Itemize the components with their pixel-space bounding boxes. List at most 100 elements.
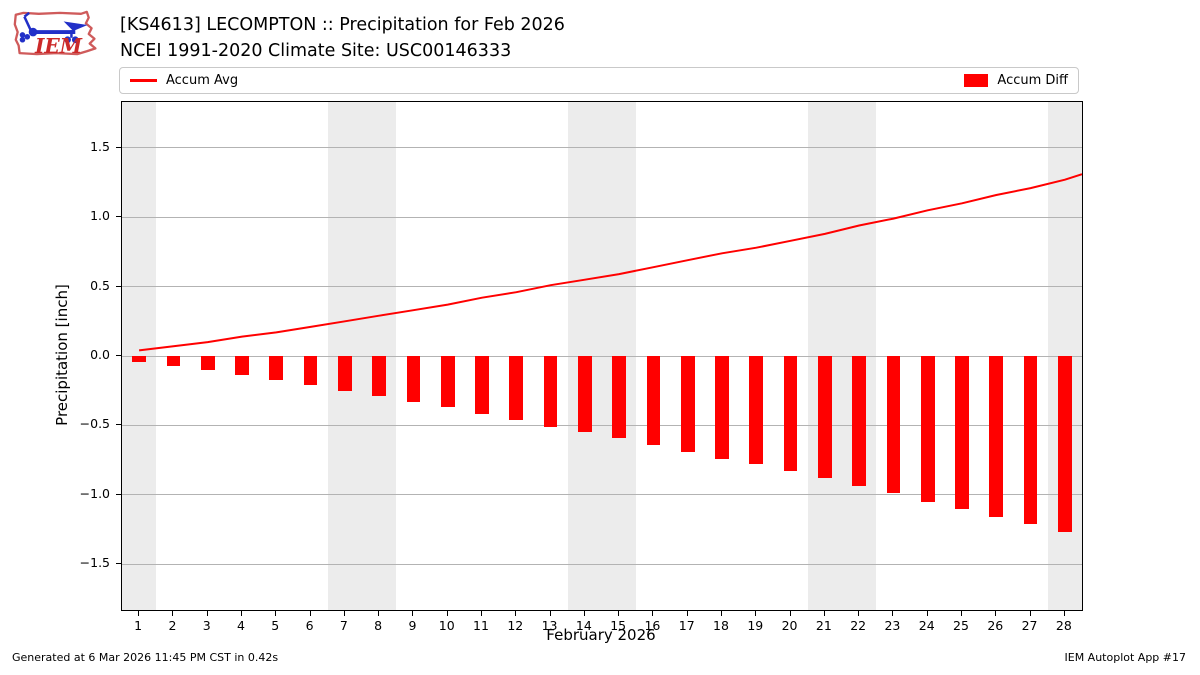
accum-diff-bar xyxy=(338,356,352,391)
accum-diff-bar xyxy=(303,356,318,386)
gridline xyxy=(122,216,1082,218)
y-tick-mark xyxy=(116,563,121,565)
x-tick-label: 12 xyxy=(507,618,524,633)
accum-diff-bar xyxy=(166,356,181,366)
x-tick-mark xyxy=(275,611,277,616)
x-tick-label: 26 xyxy=(987,618,1004,633)
accum-diff-bar xyxy=(543,356,558,427)
x-tick-mark xyxy=(583,611,585,616)
x-tick-mark xyxy=(686,611,688,616)
x-tick-label: 14 xyxy=(575,618,592,633)
legend: Accum Avg Accum Diff xyxy=(119,67,1079,94)
x-tick-mark xyxy=(412,611,414,616)
y-tick-label: 1.5 xyxy=(90,138,110,154)
accum-diff-bar xyxy=(372,356,386,397)
x-tick-mark xyxy=(241,611,242,616)
plot-area xyxy=(121,101,1083,611)
x-tick-label: 24 xyxy=(918,618,935,633)
x-tick-label: 13 xyxy=(541,618,558,633)
x-tick-mark xyxy=(721,611,722,616)
iem-logo-text: IEM xyxy=(34,34,83,58)
generated-timestamp: Generated at 6 Mar 2026 11:45 PM CST in … xyxy=(12,651,279,664)
x-tick-mark xyxy=(515,611,517,616)
x-tick-label: 9 xyxy=(408,618,417,633)
app-credit: IEM Autoplot App #17 xyxy=(1064,651,1187,664)
y-tick-mark xyxy=(116,216,121,218)
x-tick-label: 3 xyxy=(202,618,211,633)
accum-diff-bar xyxy=(955,356,969,509)
x-tick-mark xyxy=(172,611,174,616)
accum-diff-bar xyxy=(783,356,798,472)
gridline xyxy=(122,286,1082,288)
x-tick-label: 1 xyxy=(134,618,143,633)
x-tick-label: 11 xyxy=(473,618,489,633)
y-tick-mark xyxy=(116,424,121,426)
x-tick-mark xyxy=(481,611,482,616)
accum-diff-bar xyxy=(475,356,489,415)
x-tick-label: 16 xyxy=(644,618,661,633)
accum-diff-bar xyxy=(612,356,626,438)
accum-avg-line xyxy=(138,173,1082,352)
y-tick-mark xyxy=(116,146,121,148)
x-tick-label: 19 xyxy=(747,618,764,633)
gridline xyxy=(122,494,1082,496)
accum-diff-bar xyxy=(440,356,455,408)
legend-label-accum-diff: Accum Diff xyxy=(997,73,1068,88)
x-tick-label: 18 xyxy=(713,618,729,633)
accum-diff-bar xyxy=(989,356,1004,517)
x-tick-mark xyxy=(823,611,825,616)
y-tick-mark xyxy=(116,493,121,495)
x-tick-mark xyxy=(378,611,380,616)
x-tick-label: 20 xyxy=(781,618,798,633)
x-tick-mark xyxy=(789,611,791,616)
iem-logo: IEM xyxy=(13,10,97,58)
y-tick-label: −0.5 xyxy=(79,416,110,432)
x-tick-label: 5 xyxy=(271,618,280,633)
accum-diff-bar xyxy=(852,356,866,487)
accum-diff-bar xyxy=(1058,356,1072,533)
legend-item-accum-avg: Accum Avg xyxy=(130,73,238,88)
y-tick-label: −1.5 xyxy=(79,555,110,571)
x-tick-label: 17 xyxy=(678,618,695,633)
line-swatch xyxy=(130,79,157,82)
x-tick-label: 7 xyxy=(339,618,348,633)
patch-swatch xyxy=(964,74,989,87)
gridline xyxy=(122,355,1082,357)
x-tick-mark xyxy=(618,611,620,616)
accum-diff-bar xyxy=(132,356,146,362)
x-tick-mark xyxy=(343,611,345,616)
accum-diff-bar xyxy=(269,356,284,380)
x-tick-label: 22 xyxy=(850,618,867,633)
x-tick-mark xyxy=(309,611,311,616)
accum-diff-bar xyxy=(235,356,249,376)
x-tick-mark xyxy=(446,611,448,616)
x-tick-mark xyxy=(1063,611,1065,616)
anemometer-icon xyxy=(19,11,88,44)
accum-diff-bar xyxy=(646,356,661,445)
x-tick-label: 21 xyxy=(815,618,832,633)
x-tick-label: 28 xyxy=(1055,618,1072,633)
x-tick-label: 2 xyxy=(168,618,177,633)
x-tick-label: 4 xyxy=(237,618,245,633)
x-tick-label: 8 xyxy=(374,618,383,633)
y-tick-label: −1.0 xyxy=(79,485,110,501)
x-tick-label: 15 xyxy=(610,618,627,633)
accum-diff-bar xyxy=(1023,356,1038,524)
accum-diff-bar xyxy=(509,356,524,420)
x-tick-label: 25 xyxy=(953,618,969,633)
x-tick-mark xyxy=(206,611,208,616)
legend-label-accum-avg: Accum Avg xyxy=(166,73,239,88)
x-tick-mark xyxy=(549,611,551,616)
x-tick-label: 10 xyxy=(438,618,455,633)
accum-diff-bar xyxy=(406,356,421,402)
x-tick-mark xyxy=(652,611,654,616)
accum-diff-bar xyxy=(886,356,901,494)
x-tick-mark xyxy=(961,611,962,616)
x-tick-label: 6 xyxy=(305,618,314,633)
y-tick-label: 1.0 xyxy=(90,208,110,224)
x-axis-title: February 2026 xyxy=(546,626,656,644)
accum-diff-bar xyxy=(680,356,695,452)
x-tick-label: 27 xyxy=(1021,618,1038,633)
accum-diff-bar xyxy=(920,356,935,502)
